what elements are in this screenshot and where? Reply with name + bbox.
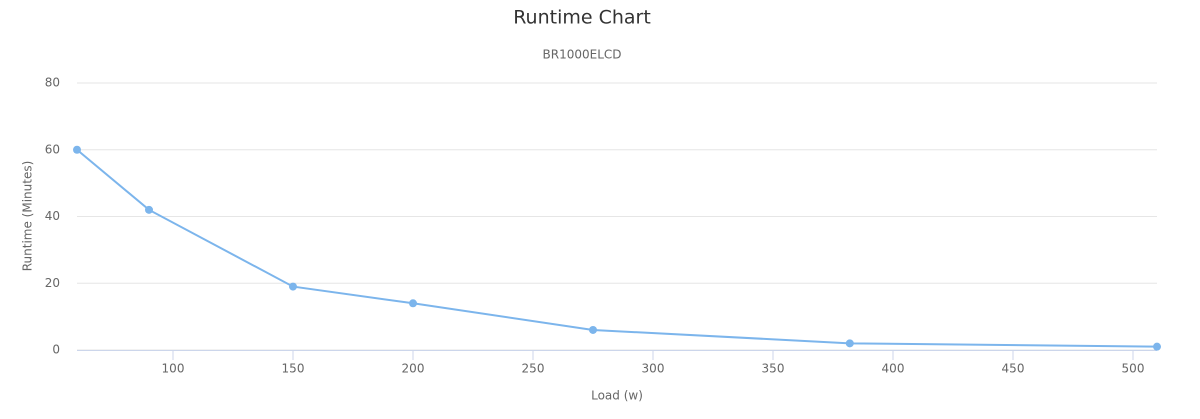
data-point: [73, 145, 81, 154]
series-line: [76, 148, 1158, 348]
y-tick-label: 80: [45, 76, 60, 90]
x-tick-label: 400: [882, 362, 905, 376]
data-point: [289, 282, 297, 291]
y-tick-label: 40: [45, 209, 60, 223]
x-tick-label: 250: [522, 362, 545, 376]
x-tick-label: 300: [642, 362, 665, 376]
data-point: [409, 299, 417, 308]
y-tick-label: 60: [45, 142, 60, 156]
y-tick-label: 20: [45, 276, 60, 290]
chart-title: Runtime Chart: [513, 7, 651, 29]
x-axis-label: Load (w): [591, 389, 643, 403]
data-point: [589, 325, 597, 334]
x-tick-label: 200: [402, 362, 425, 376]
x-tick-label: 100: [162, 362, 185, 376]
y-axis-label: Runtime (Minutes): [21, 161, 35, 272]
data-point: [1153, 342, 1161, 351]
chart-subtitle: BR1000ELCD: [543, 48, 622, 62]
y-tick-label: 0: [52, 343, 60, 357]
x-tick-label: 150: [282, 362, 305, 376]
data-point: [845, 339, 854, 348]
x-tick-label: 500: [1122, 362, 1145, 376]
data-point: [145, 205, 153, 214]
x-tick-label: 450: [1002, 362, 1025, 376]
x-tick-label: 350: [762, 362, 785, 376]
